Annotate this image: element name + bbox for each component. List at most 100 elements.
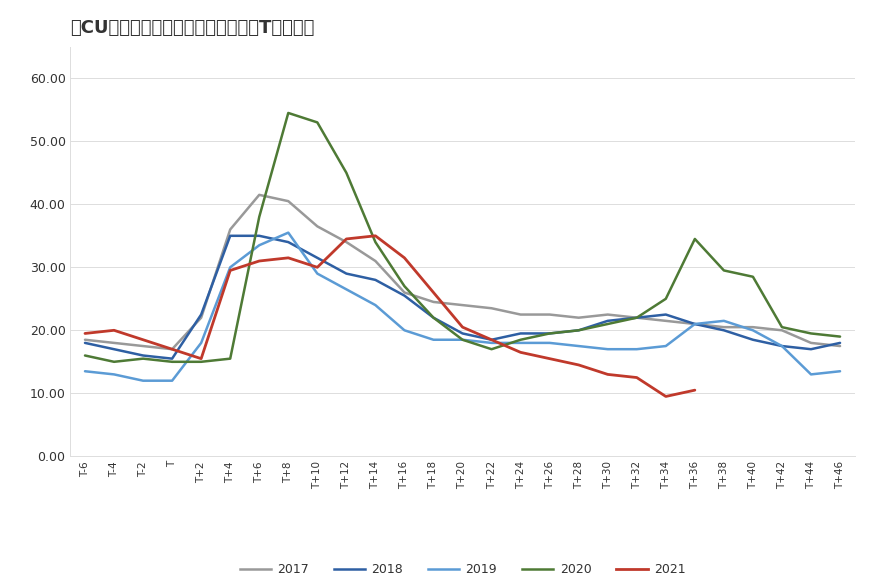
2020	[690, 235, 700, 242]
2018	[835, 339, 846, 346]
2019	[108, 371, 119, 378]
2017	[515, 311, 526, 318]
2021	[690, 387, 700, 394]
2018	[690, 321, 700, 328]
2017	[341, 239, 352, 246]
2017	[225, 226, 235, 233]
2019	[544, 339, 555, 346]
2020	[370, 239, 381, 246]
2019	[428, 336, 439, 343]
2019	[370, 302, 381, 309]
2021	[603, 371, 613, 378]
2021	[457, 324, 468, 331]
2017	[544, 311, 555, 318]
2021	[341, 235, 352, 242]
2020	[748, 273, 759, 280]
2017	[399, 289, 410, 296]
2020	[428, 314, 439, 321]
2020	[835, 333, 846, 340]
2018	[399, 292, 410, 299]
2021	[428, 289, 439, 296]
2018	[632, 314, 642, 321]
2020	[544, 330, 555, 337]
2017	[428, 298, 439, 305]
2019	[79, 368, 90, 375]
2020	[196, 358, 206, 365]
2019	[399, 327, 410, 334]
2019	[312, 270, 322, 277]
2018	[137, 352, 148, 359]
2018	[254, 232, 264, 239]
2020	[719, 267, 729, 274]
2017	[719, 324, 729, 331]
2018	[777, 343, 788, 350]
2019	[137, 377, 148, 384]
2020	[283, 109, 293, 116]
2018	[312, 254, 322, 261]
2021	[167, 346, 177, 353]
Line: 2020: 2020	[85, 113, 840, 362]
2018	[196, 311, 206, 318]
2017	[603, 311, 613, 318]
2018	[486, 336, 497, 343]
2017	[108, 339, 119, 346]
2017	[661, 317, 671, 324]
2020	[806, 330, 817, 337]
Line: 2017: 2017	[85, 195, 840, 349]
2019	[603, 346, 613, 353]
2018	[806, 346, 817, 353]
2019	[515, 339, 526, 346]
2018	[719, 327, 729, 334]
2017	[312, 223, 322, 230]
2017	[370, 257, 381, 264]
2019	[341, 286, 352, 293]
2021	[399, 254, 410, 261]
2018	[661, 311, 671, 318]
2020	[661, 295, 671, 302]
2019	[661, 343, 671, 350]
2020	[515, 336, 526, 343]
2018	[428, 314, 439, 321]
2017	[167, 346, 177, 353]
2017	[777, 327, 788, 334]
2017	[748, 324, 759, 331]
2020	[486, 346, 497, 353]
2019	[167, 377, 177, 384]
2019	[748, 327, 759, 334]
2021	[254, 257, 264, 264]
2018	[544, 330, 555, 337]
Text: 「CU」历年国内精炼铜库存季节性（T为春节）: 「CU」历年国内精炼铜库存季节性（T为春节）	[70, 19, 315, 37]
2021	[137, 336, 148, 343]
2021	[632, 374, 642, 381]
2021	[312, 264, 322, 271]
2020	[254, 214, 264, 221]
2019	[835, 368, 846, 375]
2020	[167, 358, 177, 365]
2019	[632, 346, 642, 353]
2018	[574, 327, 584, 334]
2017	[835, 343, 846, 350]
Line: 2021: 2021	[85, 236, 695, 397]
2018	[748, 336, 759, 343]
2017	[196, 314, 206, 321]
2020	[399, 283, 410, 290]
2020	[603, 321, 613, 328]
2017	[690, 321, 700, 328]
Line: 2019: 2019	[85, 233, 840, 381]
2020	[341, 169, 352, 176]
2017	[486, 305, 497, 312]
2021	[661, 393, 671, 400]
Legend: 2017, 2018, 2019, 2020, 2021: 2017, 2018, 2019, 2020, 2021	[234, 558, 691, 581]
2019	[254, 242, 264, 249]
2021	[486, 336, 497, 343]
2020	[137, 355, 148, 362]
2018	[225, 232, 235, 239]
2019	[225, 264, 235, 271]
2019	[777, 343, 788, 350]
2021	[370, 232, 381, 239]
2020	[632, 314, 642, 321]
2018	[603, 317, 613, 324]
2017	[632, 314, 642, 321]
2018	[108, 346, 119, 353]
2019	[806, 371, 817, 378]
